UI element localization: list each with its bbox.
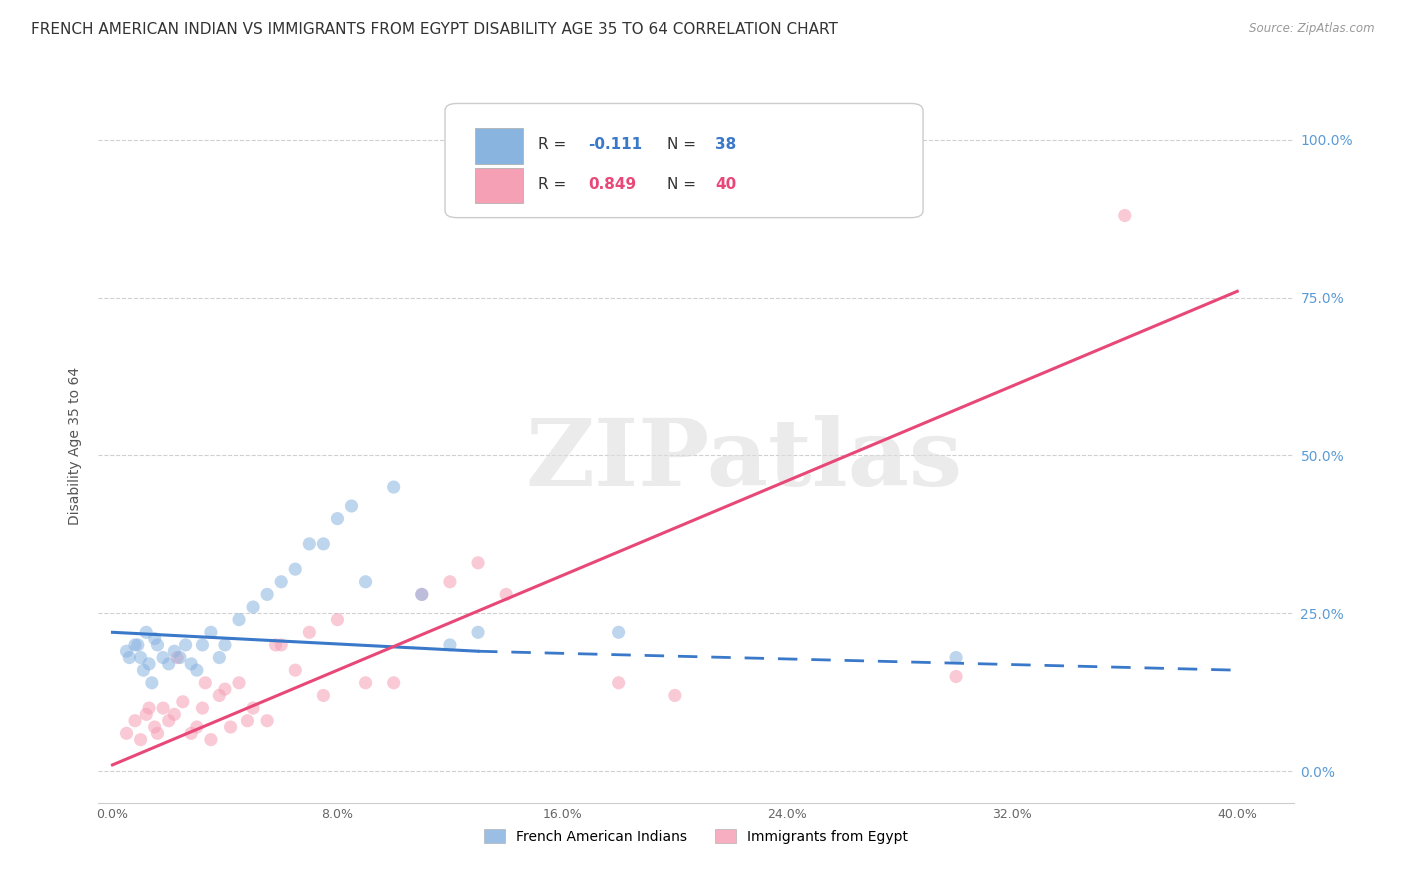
Point	[236, 714, 259, 728]
FancyBboxPatch shape	[446, 103, 922, 218]
Point	[607, 625, 630, 640]
Text: FRENCH AMERICAN INDIAN VS IMMIGRANTS FROM EGYPT DISABILITY AGE 35 TO 64 CORRELAT: FRENCH AMERICAN INDIAN VS IMMIGRANTS FRO…	[31, 22, 838, 37]
Point	[146, 638, 169, 652]
Point	[284, 562, 307, 576]
Point	[141, 675, 163, 690]
Text: -0.111: -0.111	[589, 137, 643, 153]
Point	[180, 657, 202, 671]
Point	[186, 720, 208, 734]
Point	[411, 587, 433, 601]
FancyBboxPatch shape	[475, 168, 523, 203]
Point	[166, 650, 188, 665]
Point	[163, 707, 186, 722]
Point	[124, 714, 146, 728]
Point	[467, 556, 489, 570]
Point	[326, 613, 349, 627]
Point	[256, 714, 278, 728]
Text: Source: ZipAtlas.com: Source: ZipAtlas.com	[1250, 22, 1375, 36]
Point	[228, 613, 250, 627]
Point	[129, 732, 152, 747]
Text: 0.849: 0.849	[589, 177, 637, 192]
Text: N =: N =	[668, 177, 702, 192]
Point	[129, 650, 152, 665]
Point	[157, 657, 180, 671]
Point	[146, 726, 169, 740]
Point	[152, 701, 174, 715]
Point	[194, 675, 217, 690]
Point	[143, 632, 166, 646]
Point	[340, 499, 363, 513]
Point	[200, 732, 222, 747]
Point	[127, 638, 149, 652]
Point	[326, 511, 349, 525]
Text: R =: R =	[538, 177, 571, 192]
Point	[200, 625, 222, 640]
Point	[242, 600, 264, 615]
Point	[180, 726, 202, 740]
Point	[135, 707, 157, 722]
Point	[135, 625, 157, 640]
Text: 38: 38	[716, 137, 737, 153]
Point	[219, 720, 242, 734]
Point	[664, 689, 686, 703]
Point	[439, 638, 461, 652]
Point	[312, 689, 335, 703]
Point	[174, 638, 197, 652]
Point	[163, 644, 186, 658]
Point	[382, 480, 405, 494]
Point	[152, 650, 174, 665]
Point	[143, 720, 166, 734]
Point	[467, 625, 489, 640]
Point	[945, 669, 967, 683]
Point	[298, 625, 321, 640]
Point	[242, 701, 264, 715]
Point	[312, 537, 335, 551]
Text: 40: 40	[716, 177, 737, 192]
Point	[411, 587, 433, 601]
Point	[270, 574, 292, 589]
Point	[298, 537, 321, 551]
Point	[124, 638, 146, 652]
Point	[208, 650, 231, 665]
FancyBboxPatch shape	[475, 128, 523, 164]
Point	[214, 638, 236, 652]
Point	[439, 574, 461, 589]
Point	[1114, 209, 1136, 223]
Point	[169, 650, 191, 665]
Point	[115, 644, 138, 658]
Point	[132, 663, 155, 677]
Point	[382, 675, 405, 690]
Text: R =: R =	[538, 137, 571, 153]
Point	[495, 587, 517, 601]
Point	[157, 714, 180, 728]
Point	[191, 638, 214, 652]
Point	[138, 701, 160, 715]
Point	[270, 638, 292, 652]
Point	[354, 675, 377, 690]
Point	[138, 657, 160, 671]
Point	[945, 650, 967, 665]
Point	[256, 587, 278, 601]
Point	[228, 675, 250, 690]
Point	[264, 638, 287, 652]
Point	[607, 675, 630, 690]
Point	[354, 574, 377, 589]
Point	[284, 663, 307, 677]
Point	[186, 663, 208, 677]
Point	[172, 695, 194, 709]
Y-axis label: Disability Age 35 to 64: Disability Age 35 to 64	[69, 367, 83, 525]
Point	[214, 682, 236, 697]
Point	[118, 650, 141, 665]
Legend: French American Indians, Immigrants from Egypt: French American Indians, Immigrants from…	[478, 823, 914, 849]
Point	[191, 701, 214, 715]
Point	[115, 726, 138, 740]
Text: ZIPatlas: ZIPatlas	[526, 416, 962, 505]
Text: N =: N =	[668, 137, 702, 153]
Point	[208, 689, 231, 703]
